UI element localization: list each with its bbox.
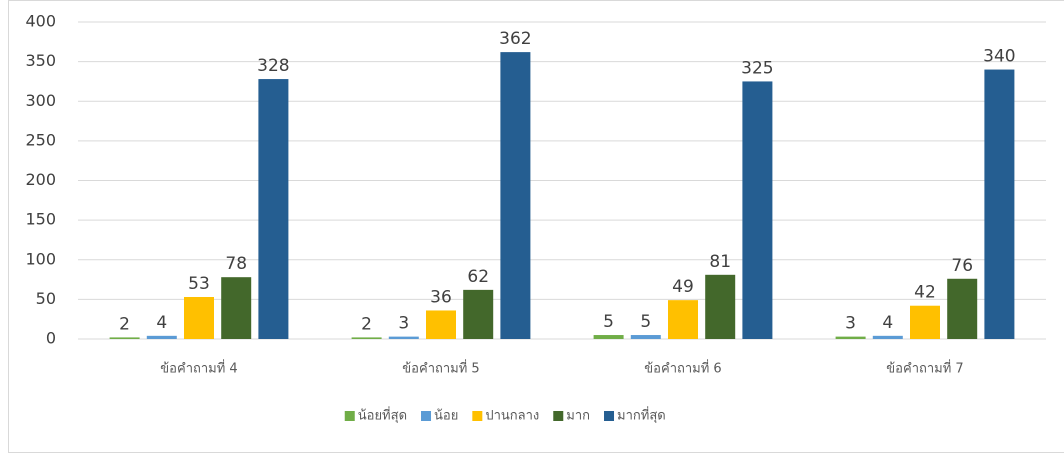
data-label: 53 — [188, 274, 210, 294]
y-tick-label: 0 — [46, 329, 56, 348]
bar — [630, 335, 661, 339]
data-label: 49 — [672, 277, 694, 297]
bar — [184, 296, 214, 339]
bar — [984, 69, 1015, 340]
x-tick-label: ข้อคำถามที่ 5 — [402, 360, 479, 377]
bar — [835, 336, 866, 339]
legend-label: มาก — [566, 409, 590, 424]
data-label: 5 — [640, 312, 651, 332]
data-label: 362 — [499, 29, 531, 49]
legend-swatch — [553, 411, 564, 421]
bar — [742, 81, 773, 339]
y-tick-label: 250 — [25, 130, 56, 149]
data-label: 42 — [914, 283, 936, 303]
data-label: 4 — [882, 313, 893, 333]
legend-swatch — [472, 411, 483, 421]
legend-label: น้อยที่สุด — [358, 407, 407, 424]
data-label: 2 — [361, 314, 372, 334]
data-label: 62 — [467, 267, 489, 287]
bar — [705, 274, 736, 339]
bar — [947, 278, 978, 339]
chart-frame — [8, 0, 1064, 453]
data-label: 328 — [257, 56, 289, 76]
y-tick-label: 50 — [36, 289, 56, 308]
data-label: 81 — [709, 252, 731, 272]
bar — [463, 289, 494, 339]
y-tick-label: 200 — [25, 170, 56, 189]
x-tick-label: ข้อคำถามที่ 4 — [160, 360, 237, 377]
data-label: 78 — [225, 254, 247, 274]
data-label: 3 — [845, 314, 856, 334]
bar — [593, 335, 624, 339]
data-label: 3 — [398, 314, 409, 334]
data-label: 76 — [951, 256, 973, 276]
legend-swatch — [604, 411, 615, 421]
bar — [668, 300, 698, 339]
y-tick-label: 100 — [25, 249, 56, 268]
legend-label: น้อย — [434, 409, 458, 424]
bar — [221, 277, 252, 339]
bar — [258, 79, 289, 339]
legend-swatch — [344, 411, 355, 421]
data-label: 4 — [156, 313, 167, 333]
y-tick-label: 300 — [25, 91, 56, 110]
bar — [910, 305, 940, 339]
y-tick-label: 150 — [25, 210, 56, 229]
data-label: 2 — [119, 314, 130, 334]
bar — [351, 337, 382, 339]
y-tick-label: 400 — [25, 12, 56, 31]
bar — [146, 335, 177, 339]
legend-label: ปานกลาง — [485, 409, 539, 424]
x-tick-label: ข้อคำถามที่ 6 — [644, 360, 721, 377]
y-tick-label: 350 — [25, 51, 56, 70]
data-label: 340 — [983, 47, 1015, 67]
x-tick-label: ข้อคำถามที่ 7 — [886, 360, 963, 377]
bar — [109, 337, 140, 339]
bar — [388, 336, 419, 339]
data-label: 36 — [430, 287, 452, 307]
legend-swatch — [421, 411, 432, 421]
legend-label: มากที่สุด — [617, 407, 666, 424]
data-label: 5 — [603, 312, 614, 332]
bar — [872, 335, 903, 339]
data-label: 325 — [741, 58, 773, 78]
bar — [500, 52, 531, 340]
bar — [426, 310, 456, 339]
